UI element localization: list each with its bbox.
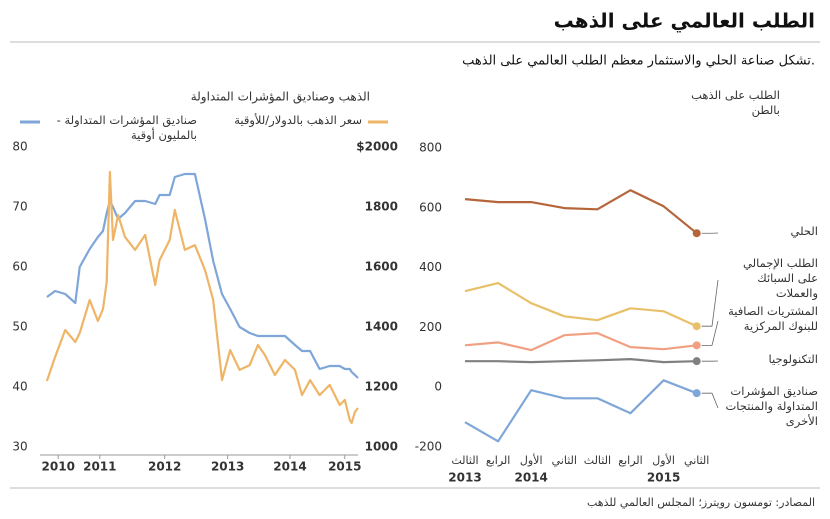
legend-label: صناديق المؤشرات المتداولة - بالمليون أوق… [56, 113, 197, 142]
y-tick-label: 70 [12, 200, 27, 214]
series-label-box: المشتريات الصافية للبنوك المركزية [728, 304, 818, 333]
leader-line [701, 320, 719, 346]
leader-line [701, 279, 719, 327]
x-tick-label: الأول [652, 453, 675, 467]
source: المصادر: تومسون رويترز؛ المجلس العالمي ل… [587, 496, 815, 509]
end-marker [692, 389, 701, 398]
y-tick-label: 600 [419, 200, 442, 214]
x-year-label: 2013 [448, 471, 481, 485]
y2-tick-label: 1800 [365, 200, 398, 214]
x-tick-label: الأول [520, 453, 543, 467]
legend-label: سعر الذهب بالدولار/للأوقية [234, 113, 362, 127]
series-label-box: التكنولوجيا [768, 352, 818, 366]
x-tick-label: الثالث [451, 454, 478, 467]
y-tick-label: 0 [434, 380, 442, 394]
series-label: الحلي [790, 224, 818, 238]
x-tick-label: 2011 [83, 460, 116, 474]
y-tick-label: 80 [12, 140, 27, 154]
x-tick-label: 2012 [148, 460, 181, 474]
series-label-box: الحلي [790, 224, 818, 238]
series-label: التكنولوجيا [768, 352, 818, 366]
chart-title-box: الطلب على الذهب بالطن [691, 88, 780, 117]
x-tick-label: الثاني [684, 454, 709, 467]
y2-tick-label: $2000 [356, 140, 398, 154]
x-tick-label: الرابع [618, 454, 642, 467]
end-marker [692, 341, 701, 350]
line [464, 189, 698, 235]
line [464, 282, 698, 328]
legend-label-box: صناديق المؤشرات المتداولة - بالمليون أوق… [56, 113, 197, 142]
line [464, 379, 698, 443]
x-tick-label: الرابع [486, 454, 510, 467]
y-tick-label: -200 [415, 440, 442, 454]
chart-title: الذهب وصناديق المؤشرات المتداولة [191, 90, 370, 105]
subtitle: تشكل صناعة الحلي والاستثمار معظم الطلب ا… [462, 54, 815, 69]
y-tick-label: 40 [12, 380, 27, 394]
page-title: الطلب العالمي على الذهب [554, 9, 815, 34]
x-tick-label: 2010 [42, 460, 75, 474]
x-year-label: 2014 [514, 471, 547, 485]
y-tick-label: 50 [12, 320, 27, 334]
x-tick-label: الثالث [584, 454, 611, 467]
y-tick-label: 400 [419, 260, 442, 274]
end-marker [692, 357, 701, 366]
series-label: الطلب الإجمالي على السبائك والعملات [743, 256, 818, 300]
y-tick-label: 800 [419, 141, 442, 155]
y2-tick-label: 1400 [365, 320, 398, 334]
line [46, 172, 359, 379]
line [465, 358, 697, 364]
x-tick-label: 2014 [273, 460, 306, 474]
series-label: صناديق المؤشرات المتداولة والمنتجات الأخ… [725, 384, 818, 428]
y2-tick-label: 1000 [365, 440, 398, 454]
x-tick-label: 2013 [211, 460, 244, 474]
series-label-box: الطلب الإجمالي على السبائك والعملات [743, 256, 818, 300]
y2-tick-label: 1600 [365, 260, 398, 274]
leader-line [701, 392, 719, 409]
end-marker [692, 229, 701, 238]
x-year-label: 2015 [647, 471, 680, 485]
x-tick-label: 2015 [328, 460, 361, 474]
line [464, 332, 697, 352]
series-label: المشتريات الصافية للبنوك المركزية [728, 304, 818, 333]
y-tick-label: 200 [419, 320, 442, 334]
y-tick-label: 60 [12, 260, 27, 274]
legend-label-box: سعر الذهب بالدولار/للأوقية [234, 113, 362, 127]
series-label-box: صناديق المؤشرات المتداولة والمنتجات الأخ… [725, 384, 818, 428]
y2-tick-label: 1200 [365, 380, 398, 394]
chart-title: الطلب على الذهب بالطن [691, 88, 780, 117]
x-tick-label: الثاني [552, 454, 577, 467]
end-marker [692, 322, 701, 331]
y-tick-label: 30 [12, 440, 27, 454]
line [45, 170, 359, 425]
